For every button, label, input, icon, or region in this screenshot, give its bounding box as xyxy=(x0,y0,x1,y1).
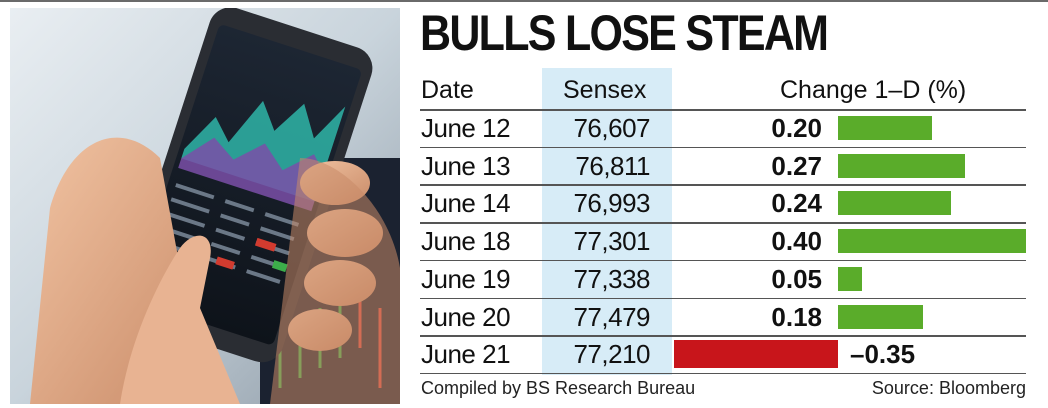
date-cell: June 14 xyxy=(421,188,511,219)
row-divider xyxy=(420,372,1026,375)
change-label: 0.40 xyxy=(771,226,822,257)
row-divider xyxy=(420,335,1026,337)
change-bar xyxy=(838,116,932,140)
change-bar xyxy=(838,229,1026,254)
row-divider xyxy=(420,184,1026,186)
date-cell: June 13 xyxy=(421,150,511,181)
row-divider xyxy=(420,259,1026,262)
change-label: 0.20 xyxy=(771,113,822,143)
date-cell: June 12 xyxy=(421,113,511,143)
change-label: 0.27 xyxy=(771,150,822,181)
header-change: Change 1–D (%) xyxy=(780,76,967,104)
smartphone-trading-photo xyxy=(10,8,400,404)
chart-title: BULLS LOSE STEAM xyxy=(420,5,829,61)
sensex-column-highlight xyxy=(542,68,672,375)
sensex-cell: 77,210 xyxy=(573,339,650,370)
date-cell: June 19 xyxy=(421,263,511,294)
change-bar xyxy=(838,266,862,291)
sensex-cell: 76,607 xyxy=(573,113,650,143)
row-divider xyxy=(420,146,1026,149)
change-label: –0.35 xyxy=(850,339,916,370)
header-date: Date xyxy=(421,76,474,104)
sensex-cell: 76,993 xyxy=(573,188,650,219)
change-bar xyxy=(673,340,838,369)
sensex-cell: 77,338 xyxy=(573,263,650,294)
change-bar xyxy=(838,153,965,178)
date-cell: June 18 xyxy=(421,226,511,257)
change-bar xyxy=(838,304,923,329)
change-label: 0.18 xyxy=(771,301,822,332)
footer-credit: Compiled by BS Research Bureau xyxy=(421,378,696,398)
change-label: 0.24 xyxy=(771,188,822,219)
footer-source: Source: Bloomberg xyxy=(871,378,1026,398)
top-rule xyxy=(0,0,1048,2)
change-label: 0.05 xyxy=(771,263,822,294)
date-cell: June 20 xyxy=(421,301,511,332)
sensex-cell: 77,301 xyxy=(573,226,650,257)
change-bar xyxy=(838,191,951,216)
date-cell: June 21 xyxy=(421,339,511,370)
sensex-cell: 77,479 xyxy=(573,301,650,332)
sensex-cell: 76,811 xyxy=(575,150,650,181)
row-divider xyxy=(420,222,1026,224)
header-sensex: Sensex xyxy=(563,76,647,104)
row-divider xyxy=(420,109,1026,111)
row-divider xyxy=(420,297,1026,299)
